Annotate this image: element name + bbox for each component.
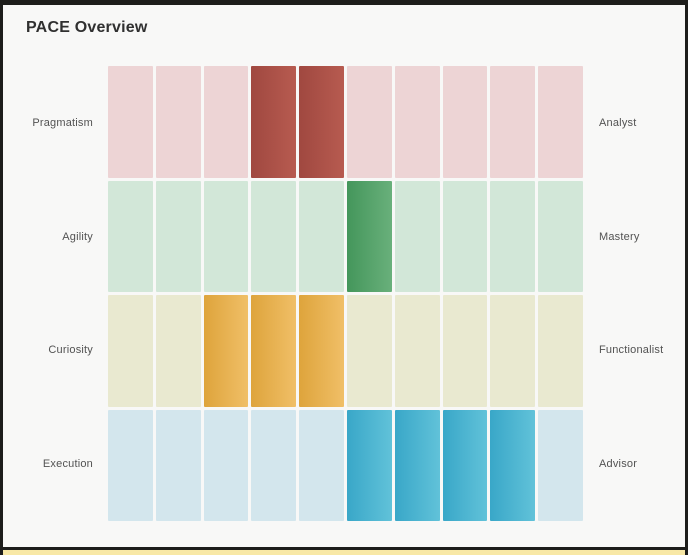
- matrix-cell-highlighted: [346, 409, 392, 521]
- matrix-cell: [203, 66, 249, 178]
- matrix-cell: [203, 180, 249, 292]
- bottom-border: [3, 547, 685, 550]
- matrix-cell: [442, 180, 488, 292]
- matrix-cell: [346, 66, 392, 178]
- matrix-cell: [394, 66, 440, 178]
- matrix-cell: [299, 409, 344, 521]
- matrix-cell: [394, 180, 440, 292]
- matrix-cell: [155, 180, 201, 292]
- matrix-cell: [490, 66, 536, 178]
- matrix-cell-highlighted: [394, 409, 440, 521]
- matrix-row: [108, 409, 583, 521]
- page-title: PACE Overview: [26, 19, 148, 36]
- matrix-cell: [108, 66, 153, 178]
- row-label-left: Curiosity: [48, 344, 93, 357]
- matrix-cell: [490, 180, 536, 292]
- matrix-cell-highlighted: [490, 409, 536, 521]
- row-label-right: Mastery: [599, 230, 640, 243]
- matrix-cell: [299, 180, 344, 292]
- matrix-cell-highlighted: [442, 409, 488, 521]
- row-label-right: Functionalist: [599, 344, 664, 357]
- row-label-left: Agility: [62, 230, 93, 243]
- matrix-cell-highlighted: [251, 295, 297, 407]
- matrix-cell: [155, 409, 201, 521]
- row-labels-left: Pragmatism Agility Curiosity Execution: [3, 66, 93, 521]
- matrix-cell-highlighted: [251, 66, 297, 178]
- row-labels-right: Analyst Mastery Functionalist Advisor: [599, 66, 685, 521]
- matrix-cell: [108, 295, 153, 407]
- row-label-right: Advisor: [599, 458, 638, 471]
- matrix-cell: [203, 409, 249, 521]
- matrix-cell: [538, 409, 583, 521]
- matrix-cell: [251, 180, 297, 292]
- row-label-left: Pragmatism: [32, 116, 93, 129]
- matrix-cell: [108, 409, 153, 521]
- matrix-cell: [394, 295, 440, 407]
- matrix-row: [108, 180, 583, 292]
- matrix-cell: [155, 295, 201, 407]
- matrix-cell-highlighted: [203, 295, 249, 407]
- pace-matrix-grid: [108, 66, 583, 521]
- matrix-cell: [538, 180, 583, 292]
- matrix-cell: [155, 66, 201, 178]
- row-label-right: Analyst: [599, 116, 637, 129]
- matrix-cell: [442, 295, 488, 407]
- matrix-row: [108, 66, 583, 178]
- matrix-cell-highlighted: [299, 66, 344, 178]
- matrix-cell: [538, 295, 583, 407]
- matrix-cell: [538, 66, 583, 178]
- matrix-cell: [442, 66, 488, 178]
- matrix-row: [108, 295, 583, 407]
- matrix-cell-highlighted: [346, 180, 392, 292]
- matrix-cell-highlighted: [299, 295, 344, 407]
- matrix-cell: [251, 409, 297, 521]
- matrix-cell: [490, 295, 536, 407]
- bottom-accent-strip: [3, 550, 685, 555]
- row-label-left: Execution: [42, 458, 93, 471]
- matrix-cell: [346, 295, 392, 407]
- matrix-cell: [108, 180, 153, 292]
